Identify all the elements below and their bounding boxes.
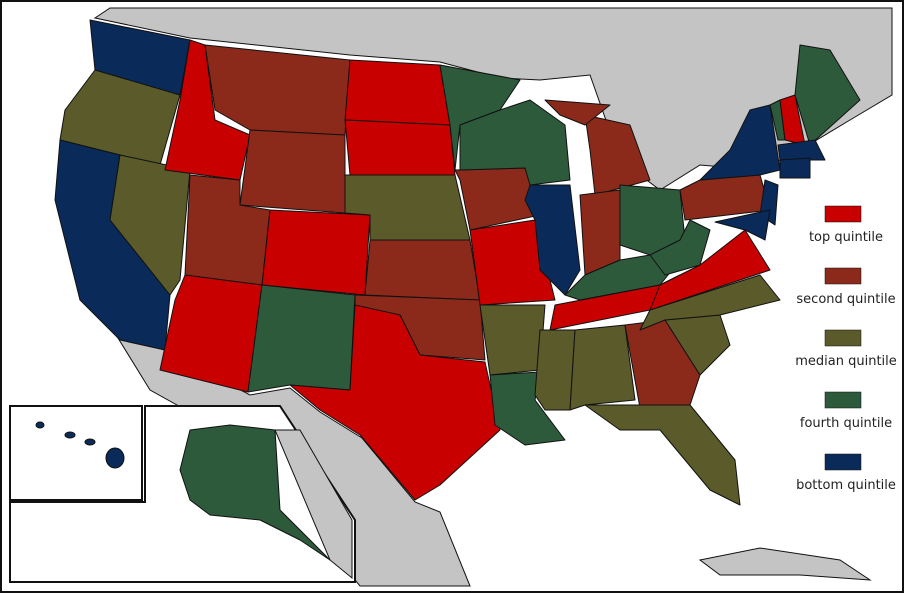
legend-swatch [824,205,862,223]
legend-label: median quintile [795,354,897,369]
legend-swatch [824,267,862,285]
legend-swatch [824,391,862,409]
legend: top quintile second quintile median quinti… [795,205,897,493]
state [364,239,481,301]
state [179,424,331,561]
state [35,421,45,429]
state [344,119,456,176]
state [105,447,125,469]
canada-inset [274,429,353,580]
state [544,99,611,126]
state [64,431,76,439]
states [54,19,861,506]
state [344,59,451,126]
cuba [698,547,872,581]
state [569,324,636,411]
state [649,229,771,311]
state [261,209,371,296]
state [159,274,263,393]
state [524,184,581,296]
state [584,404,741,506]
state [247,284,356,393]
legend-label: second quintile [796,292,895,307]
state [84,438,96,446]
state [239,129,346,214]
state [479,304,546,376]
state [777,139,826,161]
state [649,219,711,276]
state [794,44,861,146]
state [779,157,811,179]
state [534,329,576,411]
state [469,219,556,306]
state [639,274,781,331]
state [714,209,771,241]
legend-swatch [824,453,862,471]
insets [9,405,356,583]
legend-label: fourth quintile [800,416,892,431]
legend-label: bottom quintile [796,478,896,493]
legend-label: top quintile [809,230,883,245]
legend-swatch [824,329,862,347]
